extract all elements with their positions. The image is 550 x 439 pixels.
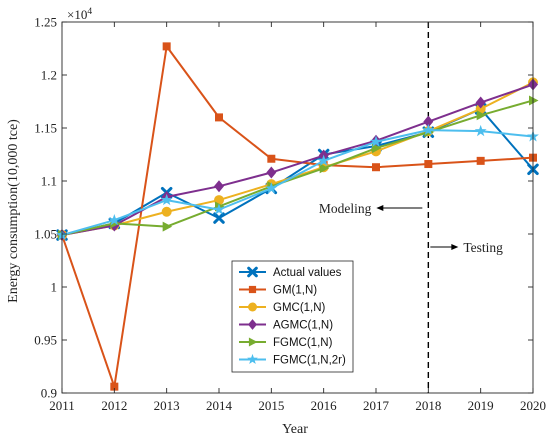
legend-entry: GMC(1,N) — [239, 302, 326, 314]
y-axis-title: Energy consumption(10,000 tce) — [6, 119, 21, 303]
legend-swatch-marker — [247, 353, 258, 365]
series-line — [61, 99, 534, 237]
series-point — [162, 42, 171, 51]
modeling-arrowhead — [376, 205, 384, 211]
annotations: Modeling Testing — [319, 201, 503, 255]
x-tick-label: 2013 — [154, 398, 180, 413]
y-tick-label: 0.9 — [41, 386, 57, 401]
series-point — [213, 203, 225, 215]
series-point — [110, 382, 119, 391]
modeling-label: Modeling — [319, 201, 372, 216]
x-tick-label: 2016 — [311, 398, 338, 413]
exponent-power: 4 — [87, 7, 92, 17]
series-point — [475, 96, 486, 109]
series-point — [265, 182, 278, 194]
legend-entry: GM(1,N) — [239, 285, 317, 297]
y-tick-label: 1.05 — [34, 227, 57, 242]
legend-label: FGMC(1,N) — [273, 337, 333, 349]
testing-arrowhead — [451, 244, 459, 250]
svg-text:×104: ×104 — [67, 7, 92, 22]
legend-swatch-marker — [247, 266, 258, 278]
exponent-base: ×10 — [67, 7, 87, 22]
series-point — [160, 193, 173, 206]
y-tick-label: 1.15 — [34, 121, 57, 136]
legend-box — [231, 260, 354, 373]
legend-label: Actual values — [273, 267, 342, 279]
legend: Actual values GM(1,N) GMC(1,N) AGMC(1,N) FGM… — [231, 260, 354, 373]
series-point — [422, 123, 435, 136]
legend-label: GM(1,N) — [273, 285, 317, 297]
series-point — [108, 213, 121, 226]
legend-label: AGMC(1,N) — [273, 320, 333, 332]
x-tick-label: 2014 — [206, 398, 233, 413]
y-tick-label: 1.2 — [41, 68, 57, 83]
series-point — [161, 206, 172, 217]
x-tick-label: 2011 — [49, 398, 75, 413]
series-point — [214, 180, 224, 193]
y-tick-label: 0.95 — [34, 333, 57, 348]
legend-entry: FGMC(1,N) — [239, 337, 333, 349]
series-point — [476, 110, 487, 121]
x-tick-label: 2012 — [101, 398, 127, 413]
legend-swatch-marker — [248, 337, 258, 347]
series-point — [267, 154, 276, 163]
series-point — [266, 166, 277, 179]
series-point — [423, 115, 434, 128]
series-line — [61, 129, 534, 237]
legend-swatch-marker — [248, 319, 257, 330]
series-point — [319, 163, 330, 174]
legend-entry: FGMC(1,N,2r) — [239, 353, 346, 367]
series-point — [213, 212, 225, 224]
x-tick-label: 2015 — [258, 398, 284, 413]
x-tick-label: 2018 — [415, 398, 441, 413]
series-point — [317, 154, 330, 166]
legend-entry: AGMC(1,N) — [239, 319, 333, 332]
plot-frame — [61, 21, 534, 394]
legend-label: FGMC(1,N,2r) — [273, 355, 346, 367]
legend-label: GMC(1,N) — [273, 302, 326, 314]
series-0 — [56, 103, 539, 241]
series-point — [476, 156, 485, 165]
y-tick-label: 1.1 — [41, 174, 57, 189]
legend-entry: Actual values — [239, 266, 342, 279]
series-point — [372, 163, 380, 172]
series-line — [61, 45, 534, 388]
axes: 2011 2012 2013 2014 2015 2016 2017 2018 2019 2020… — [34, 15, 546, 414]
series-point — [162, 221, 173, 232]
y-tick-label: 1.25 — [34, 15, 57, 30]
x-tick-label: 2017 — [363, 398, 390, 413]
series-point — [474, 124, 487, 137]
series-point — [424, 160, 433, 169]
x-tick-label: 2019 — [468, 398, 494, 413]
testing-label: Testing — [463, 240, 503, 255]
x-axis-title: Year — [282, 422, 308, 437]
legend-swatch-marker — [248, 302, 257, 312]
series-point — [370, 135, 382, 147]
y-tick-label: 1 — [51, 280, 58, 295]
series-3 — [57, 78, 538, 242]
series-point — [215, 113, 223, 122]
exponent-label: ×104 — [67, 7, 92, 22]
series-4 — [58, 95, 539, 241]
series-point — [372, 143, 382, 154]
legend-swatch-marker — [248, 285, 257, 294]
x-tick-label: 2020 — [520, 398, 546, 413]
series-point — [529, 95, 539, 106]
